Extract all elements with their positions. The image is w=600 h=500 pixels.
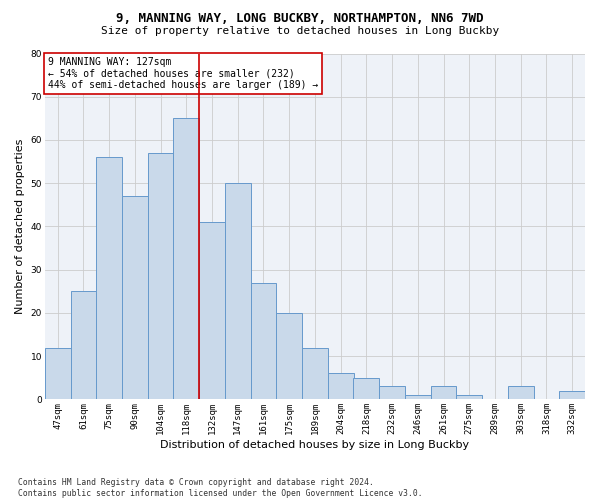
X-axis label: Distribution of detached houses by size in Long Buckby: Distribution of detached houses by size …: [160, 440, 469, 450]
Bar: [277, 313, 302, 400]
Bar: [251, 282, 277, 400]
Bar: [96, 158, 122, 400]
Text: Contains HM Land Registry data © Crown copyright and database right 2024.
Contai: Contains HM Land Registry data © Crown c…: [18, 478, 422, 498]
Bar: [302, 348, 328, 400]
Bar: [457, 395, 482, 400]
Y-axis label: Number of detached properties: Number of detached properties: [15, 139, 25, 314]
Bar: [45, 348, 71, 400]
Bar: [353, 378, 379, 400]
Bar: [225, 183, 251, 400]
Bar: [122, 196, 148, 400]
Bar: [508, 386, 533, 400]
Text: 9, MANNING WAY, LONG BUCKBY, NORTHAMPTON, NN6 7WD: 9, MANNING WAY, LONG BUCKBY, NORTHAMPTON…: [116, 12, 484, 26]
Bar: [148, 153, 173, 400]
Bar: [71, 292, 96, 400]
Bar: [379, 386, 405, 400]
Bar: [431, 386, 457, 400]
Bar: [199, 222, 225, 400]
Bar: [173, 118, 199, 400]
Bar: [328, 374, 353, 400]
Bar: [559, 391, 585, 400]
Bar: [405, 395, 431, 400]
Text: Size of property relative to detached houses in Long Buckby: Size of property relative to detached ho…: [101, 26, 499, 36]
Text: 9 MANNING WAY: 127sqm
← 54% of detached houses are smaller (232)
44% of semi-det: 9 MANNING WAY: 127sqm ← 54% of detached …: [47, 57, 318, 90]
